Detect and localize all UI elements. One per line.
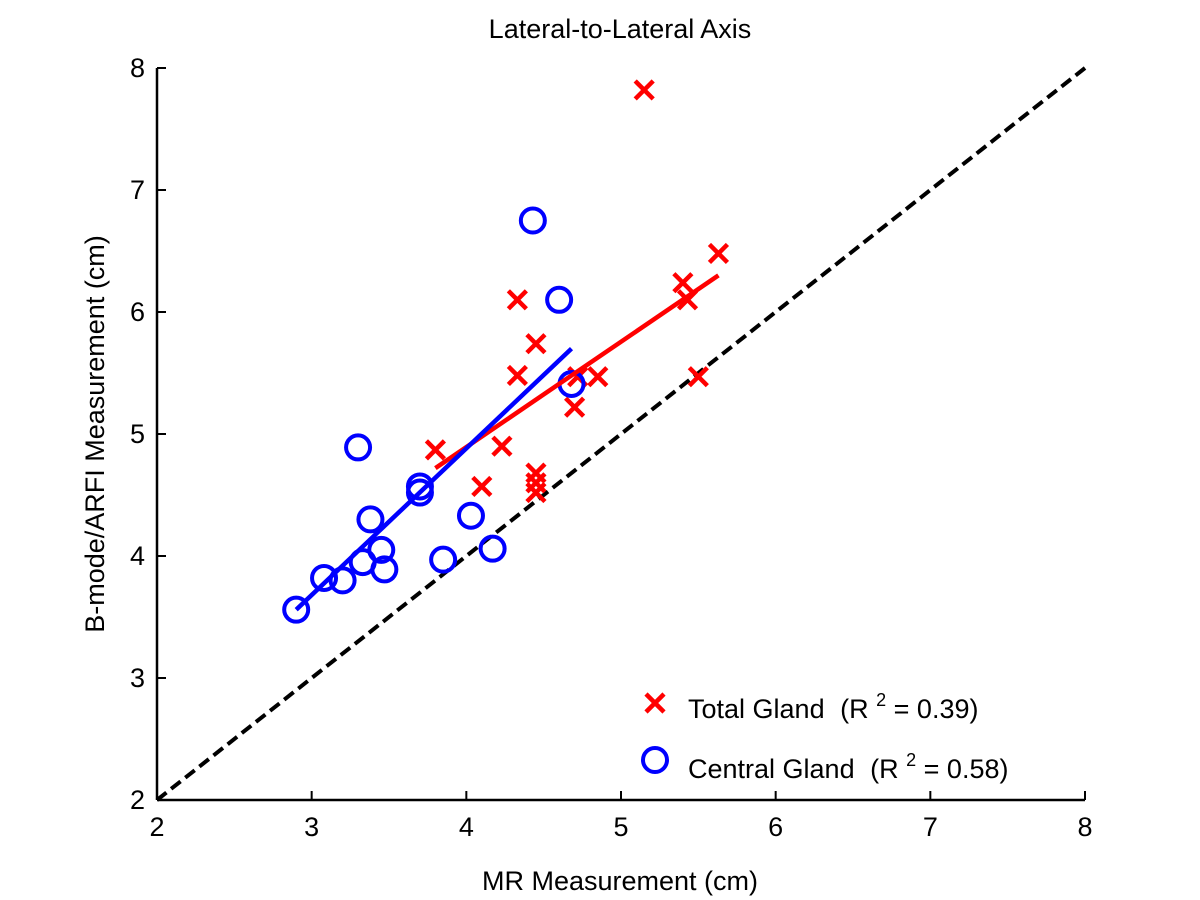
legend-r2-value: = 0.58): [924, 754, 1009, 784]
x-stroke: [525, 481, 547, 504]
total-gland-point: [525, 481, 547, 504]
total-gland-point: [687, 366, 709, 388]
legend-series-name: Central Gland: [688, 754, 855, 784]
y-axis-title-group: B-mode/ARFI Measurement (cm): [80, 235, 110, 633]
y-tick-label: 6: [130, 297, 145, 327]
legend-item-central-gland: Central Gland (R 2 = 0.58): [641, 742, 1008, 784]
central-gland-point: [356, 505, 385, 534]
y-tick-label: 4: [130, 541, 145, 571]
legend-r2-open: (R: [840, 694, 869, 724]
central-gland-fit-line: [294, 346, 574, 612]
legend-r2-open: (R: [870, 754, 899, 784]
x-stroke: [506, 364, 528, 387]
total-gland-point: [424, 439, 446, 461]
x-stroke: [672, 272, 694, 294]
legend-series-name: Total Gland: [688, 694, 825, 724]
legend-r2-superscript: 2: [876, 690, 886, 710]
legend-o-marker: [641, 746, 669, 774]
y-tick-label: 7: [130, 175, 145, 205]
x-tick-label: 8: [1077, 812, 1092, 842]
x-stroke: [567, 366, 589, 388]
central-gland-point: [478, 534, 507, 563]
total-gland-point: [564, 396, 586, 418]
central-gland-point: [310, 563, 339, 592]
x-axis-title: MR Measurement (cm): [482, 866, 758, 896]
total-gland-point: [506, 364, 528, 387]
total-gland-point: [707, 242, 730, 265]
y-tick-label: 2: [130, 785, 145, 815]
legend-r2-value: = 0.39): [894, 694, 979, 724]
central-gland-point: [344, 433, 373, 462]
legend-x-glyph: [644, 692, 666, 714]
x-stroke: [424, 439, 446, 461]
legend-o-glyph: [641, 746, 669, 774]
central-gland-point: [370, 555, 399, 584]
x-stroke: [633, 79, 655, 101]
legend-x-marker: [644, 692, 666, 714]
central-gland-point: [282, 595, 311, 624]
x-stroke: [564, 396, 586, 418]
plot-area: 2 3 4 5 6 7 8 2 3 4 5 6 7 8: [130, 53, 1093, 842]
x-stroke: [587, 366, 609, 388]
central-gland-point: [367, 535, 396, 564]
total-gland-point: [672, 272, 694, 294]
y-tick-label: 5: [130, 419, 145, 449]
x-stroke: [491, 435, 513, 457]
total-gland-point: [525, 333, 547, 355]
y-axis-title: B-mode/ARFI Measurement (cm): [80, 235, 110, 633]
legend-label-total-gland: Total Gland (R 2 = 0.39): [688, 682, 978, 724]
x-tick-label: 5: [613, 812, 628, 842]
central-gland-point: [456, 501, 485, 530]
x-tick-label: 2: [149, 812, 164, 842]
x-stroke: [687, 366, 709, 388]
chart-title: Lateral-to-Lateral Axis: [489, 14, 752, 44]
legend-r2-superscript: 2: [906, 750, 916, 770]
x-tick-label: 7: [923, 812, 938, 842]
y-tick-label: 3: [130, 663, 145, 693]
central-gland-point: [545, 285, 574, 314]
central-gland-point: [429, 545, 458, 574]
total-gland-point: [491, 435, 513, 457]
identity-line: [155, 66, 1087, 802]
total-gland-point: [633, 79, 655, 101]
x-stroke: [471, 475, 493, 498]
x-tick-label: 4: [459, 812, 474, 842]
legend-label-central-gland: Central Gland (R 2 = 0.58): [688, 742, 1008, 784]
x-stroke: [506, 289, 528, 311]
central-gland-point: [518, 206, 547, 235]
legend: Total Gland (R 2 = 0.39) Central Gland (…: [641, 682, 1008, 784]
x-stroke: [644, 692, 666, 714]
total-gland-point: [506, 289, 528, 311]
x-tick-label: 6: [768, 812, 783, 842]
x-stroke: [707, 242, 730, 265]
x-stroke: [525, 333, 547, 355]
x-tick-label: 3: [304, 812, 319, 842]
total-gland-point: [587, 366, 609, 388]
central-gland-point: [405, 478, 434, 507]
total-gland-point: [471, 475, 493, 498]
y-tick-label: 8: [130, 53, 145, 83]
legend-item-total-gland: Total Gland (R 2 = 0.39): [644, 682, 978, 724]
